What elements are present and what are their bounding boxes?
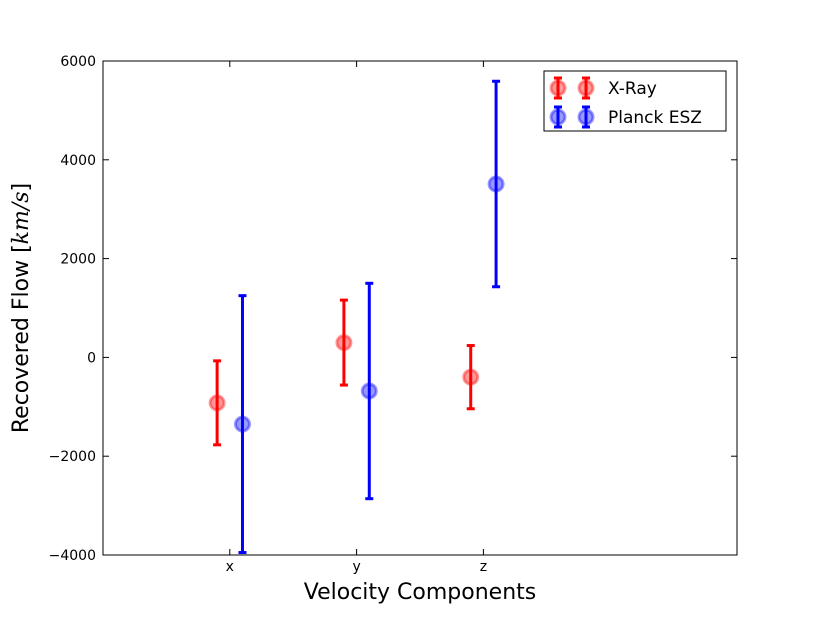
y-axis-label-prefix: Recovered Flow [ — [9, 244, 34, 433]
legend-marker-1-0 — [549, 108, 567, 126]
y-axis: −4000 −2000 0 2000 4000 6000 — [49, 54, 737, 564]
data-point-1-0 — [233, 415, 251, 433]
data-point-0-0 — [208, 394, 226, 412]
legend-marker-0-0 — [549, 79, 567, 97]
x-tick-label-0: x — [226, 559, 234, 575]
y-axis-label-unit: km/s — [9, 191, 34, 244]
legend-marker-1-1 — [577, 108, 595, 126]
legend-box — [543, 70, 727, 132]
data-point-0-1 — [335, 334, 353, 352]
y-tick-label-1: −2000 — [49, 449, 96, 465]
y-axis-label-suffix: ] — [9, 183, 34, 192]
data-point-0-2 — [462, 368, 480, 386]
legend-label-0: X-Ray — [608, 79, 657, 99]
plot-frame — [102, 60, 738, 556]
y-tick-label-0: −4000 — [49, 548, 96, 564]
data-point-1-1 — [360, 382, 378, 400]
y-axis-label: Recovered Flow [km/s] — [9, 183, 34, 433]
x-tick-label-1: y — [352, 559, 360, 575]
x-axis-label: Velocity Components — [304, 580, 536, 605]
y-tick-label-2: 0 — [87, 350, 96, 366]
y-tick-label-4: 4000 — [60, 153, 96, 169]
y-tick-label-5: 6000 — [60, 54, 96, 70]
y-tick-label-3: 2000 — [60, 252, 96, 268]
legend: X-Ray Planck ESZ — [543, 70, 727, 132]
data-marks — [208, 79, 505, 555]
legend-marker-0-1 — [577, 79, 595, 97]
x-tick-label-2: z — [480, 559, 487, 575]
x-axis: x y z — [226, 61, 487, 575]
data-point-1-2 — [487, 175, 505, 193]
legend-label-1: Planck ESZ — [608, 108, 702, 128]
